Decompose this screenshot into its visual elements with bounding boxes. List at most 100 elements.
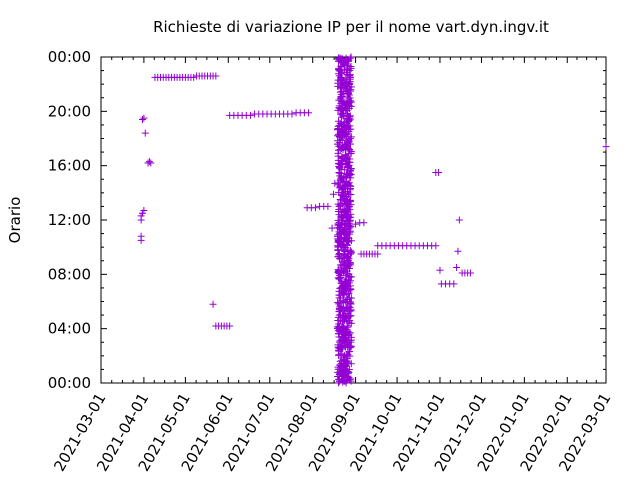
data-point-dense — [345, 190, 353, 198]
data-point-dense — [343, 212, 351, 220]
data-point-dense — [347, 86, 355, 94]
data-point-dense — [334, 200, 342, 208]
y-tick-label: 00:00 — [48, 374, 91, 392]
data-point-dense — [345, 56, 353, 64]
data-point-dense — [335, 251, 343, 259]
data-point — [602, 143, 610, 151]
data-point-dense — [345, 348, 353, 356]
data-point-dense — [335, 267, 343, 275]
data-point-dense — [334, 124, 342, 132]
data-point-dense — [343, 64, 351, 72]
data-point — [137, 232, 145, 240]
data-point-dense — [335, 294, 343, 302]
data-point — [140, 114, 148, 122]
data-point-dense — [343, 252, 351, 260]
data-point — [360, 219, 368, 227]
data-point-dense — [342, 154, 350, 162]
data-point-dense — [337, 160, 345, 168]
data-point-dense — [347, 149, 355, 157]
data-point-dense — [345, 294, 353, 302]
data-point — [374, 250, 382, 258]
data-point-dense — [345, 126, 353, 134]
data-point-dense — [341, 314, 349, 322]
data-point — [352, 220, 360, 228]
data-point-dense — [343, 87, 351, 95]
data-point-dense — [346, 146, 354, 154]
data-point-dense — [346, 227, 354, 235]
data-point-dense — [335, 96, 343, 104]
data-point-dense — [336, 327, 344, 335]
data-point-dense — [339, 376, 347, 384]
data-point-dense — [345, 331, 353, 339]
data-point-dense — [345, 373, 353, 381]
data-point-dense — [338, 282, 346, 290]
y-tick-label: 08:00 — [48, 265, 91, 283]
data-point-dense — [337, 57, 345, 65]
data-point-dense — [338, 357, 346, 365]
data-point — [305, 109, 313, 117]
data-point — [288, 110, 296, 118]
data-point-dense — [343, 281, 351, 289]
data-point-dense — [339, 205, 347, 213]
data-point-dense — [346, 79, 354, 87]
data-point-dense — [337, 196, 345, 204]
data-point — [212, 72, 220, 80]
data-point-dense — [339, 261, 347, 269]
data-point-dense — [338, 109, 346, 117]
data-point-dense — [337, 273, 345, 281]
data-point-dense — [347, 273, 355, 281]
data-point — [147, 159, 155, 167]
data-point-dense — [336, 195, 344, 203]
data-point-dense — [345, 112, 353, 120]
data-point-dense — [340, 120, 348, 128]
data-point-dense — [346, 113, 354, 121]
data-point — [432, 242, 440, 250]
data-point-dense — [338, 242, 346, 250]
data-point-dense — [340, 241, 348, 249]
data-point — [145, 158, 153, 166]
data-point-dense — [335, 377, 343, 385]
data-point-dense — [346, 122, 354, 130]
data-point-dense — [347, 306, 355, 314]
y-tick-label: 12:00 — [48, 211, 91, 229]
data-point-dense — [345, 103, 353, 111]
data-point — [140, 206, 148, 214]
data-point — [331, 179, 339, 187]
data-point-dense — [346, 169, 354, 177]
data-point-dense — [336, 67, 344, 75]
data-point-dense — [341, 194, 349, 202]
data-point — [455, 216, 463, 224]
chart-title: Richieste di variazione IP per il nome v… — [153, 18, 549, 36]
data-point-dense — [336, 95, 344, 103]
data-point-dense — [335, 371, 343, 379]
data-point-dense — [340, 89, 348, 97]
data-point-dense — [341, 359, 349, 367]
y-tick-label: 04:00 — [48, 320, 91, 338]
data-point-dense — [339, 296, 347, 304]
data-point — [436, 266, 444, 274]
data-point-dense — [347, 237, 355, 245]
data-point-dense — [338, 214, 346, 222]
data-point-dense — [334, 180, 342, 188]
data-point-dense — [346, 352, 354, 360]
data-point-dense — [337, 235, 345, 243]
data-point-dense — [346, 206, 354, 214]
data-point — [226, 322, 234, 330]
data-point-dense — [343, 133, 351, 141]
data-point — [454, 247, 462, 255]
data-point-dense — [338, 173, 346, 181]
data-point-dense — [339, 336, 347, 344]
data-point-dense — [339, 355, 347, 363]
data-point-dense — [347, 62, 355, 70]
data-point-dense — [336, 255, 344, 263]
data-point-dense — [339, 99, 347, 107]
data-point-dense — [341, 367, 349, 375]
data-point-dense — [338, 324, 346, 332]
y-tick-label: 00:00 — [48, 48, 91, 66]
data-point-dense — [340, 83, 348, 91]
data-point-dense — [335, 300, 343, 308]
data-point-dense — [336, 275, 344, 283]
data-point — [246, 111, 254, 119]
data-point-dense — [339, 183, 347, 191]
data-point-dense — [343, 267, 351, 275]
